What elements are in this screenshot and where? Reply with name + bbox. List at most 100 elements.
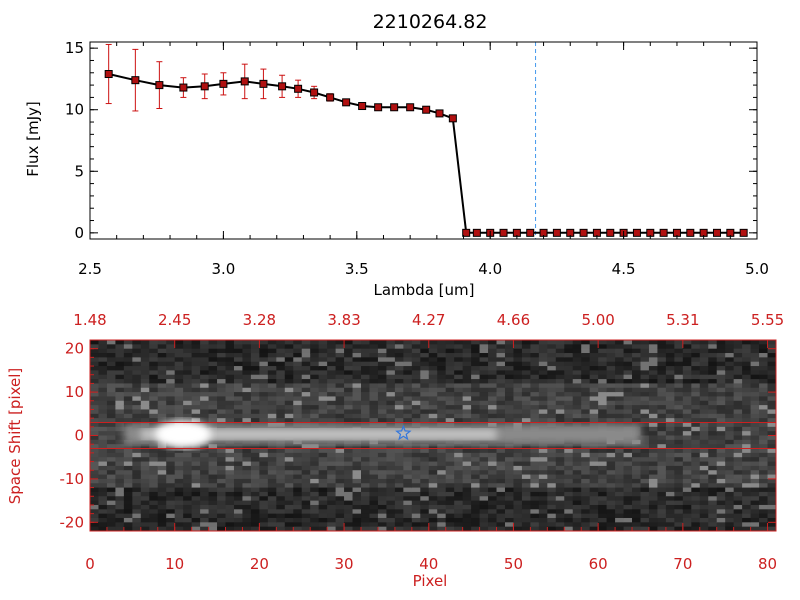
image-pixel bbox=[115, 496, 125, 502]
image-pixel bbox=[708, 500, 718, 506]
image-pixel bbox=[420, 418, 430, 424]
image-pixel bbox=[344, 353, 354, 358]
image-pixel bbox=[191, 374, 201, 380]
image-pixel bbox=[386, 457, 396, 463]
image-pixel bbox=[174, 387, 184, 393]
image-pixel bbox=[504, 465, 515, 471]
image-pixel bbox=[454, 370, 464, 376]
image-pixel bbox=[318, 509, 328, 515]
image-pixel bbox=[115, 483, 125, 489]
image-pixel bbox=[149, 517, 159, 523]
image-pixel bbox=[657, 452, 667, 458]
image-pixel bbox=[335, 448, 345, 454]
image-pixel bbox=[648, 409, 659, 415]
image-pixel bbox=[276, 517, 286, 523]
image-pixel bbox=[242, 357, 252, 363]
image-pixel bbox=[123, 374, 133, 380]
image-pixel bbox=[420, 448, 430, 454]
image-pixel bbox=[572, 509, 582, 515]
image-pixel bbox=[369, 448, 379, 454]
image-pixel bbox=[327, 474, 337, 480]
image-pixel bbox=[454, 513, 464, 519]
image-pixel bbox=[149, 526, 159, 531]
image-pixel bbox=[504, 400, 515, 406]
image-pixel bbox=[267, 396, 277, 402]
image-pixel bbox=[352, 344, 362, 350]
image-pixel bbox=[259, 513, 269, 519]
image-pixel bbox=[691, 353, 701, 358]
image-pixel bbox=[674, 509, 684, 515]
image-pixel bbox=[310, 413, 320, 419]
image-pixel bbox=[166, 461, 176, 467]
image-pixel bbox=[327, 483, 337, 489]
image-pixel bbox=[581, 361, 591, 367]
image-pixel bbox=[98, 431, 108, 437]
image-pixel bbox=[648, 478, 659, 484]
image-pixel bbox=[564, 400, 574, 406]
image-pixel bbox=[691, 452, 701, 458]
image-pixel bbox=[386, 470, 396, 476]
image-pixel bbox=[640, 357, 650, 363]
image-pixel bbox=[174, 465, 184, 471]
image-pixel bbox=[581, 383, 591, 389]
image-pixel bbox=[716, 422, 726, 428]
image-pixel bbox=[716, 426, 726, 432]
flux-series-line bbox=[108, 73, 744, 234]
image-pixel bbox=[632, 396, 642, 402]
image-pixel bbox=[132, 383, 142, 389]
image-pixel bbox=[445, 409, 455, 415]
image-pixel bbox=[598, 405, 608, 411]
image-pixel bbox=[530, 500, 540, 506]
image-pixel bbox=[132, 366, 142, 371]
image-pixel bbox=[318, 405, 328, 411]
image-pixel bbox=[462, 461, 472, 467]
image-pixel bbox=[648, 370, 659, 376]
image-pixel bbox=[674, 452, 684, 458]
image-pixel bbox=[369, 522, 379, 528]
image-pixel bbox=[504, 517, 515, 523]
image-pixel bbox=[369, 509, 379, 515]
image-pixel bbox=[394, 374, 404, 380]
image-pixel bbox=[632, 500, 642, 506]
image-pixel bbox=[386, 461, 396, 467]
image-pixel bbox=[682, 483, 692, 489]
image-pixel bbox=[445, 444, 455, 450]
image-pixel bbox=[471, 517, 481, 523]
image-pixel bbox=[682, 405, 692, 411]
image-pixel bbox=[386, 517, 396, 523]
image-pixel bbox=[344, 396, 354, 402]
image-pixel bbox=[242, 496, 252, 502]
image-pixel bbox=[344, 470, 354, 476]
image-pixel bbox=[90, 361, 100, 367]
image-pixel bbox=[140, 396, 150, 402]
image-pixel bbox=[657, 374, 667, 380]
image-pixel bbox=[90, 405, 100, 411]
image-pixel bbox=[327, 387, 337, 393]
image-pixel bbox=[598, 357, 608, 363]
image-pixel bbox=[606, 504, 616, 510]
image-pixel bbox=[140, 461, 150, 467]
image-pixel bbox=[445, 357, 455, 363]
image-pixel bbox=[394, 379, 404, 385]
image-pixel bbox=[555, 513, 565, 519]
image-pixel bbox=[564, 465, 574, 471]
image-pixel bbox=[437, 405, 447, 411]
image-pixel bbox=[716, 431, 726, 437]
image-pixel bbox=[454, 361, 464, 367]
image-pixel bbox=[403, 500, 413, 506]
image-pixel bbox=[327, 478, 337, 484]
image-pixel bbox=[606, 526, 616, 531]
image-pixel bbox=[149, 448, 159, 454]
image-pixel bbox=[547, 500, 557, 506]
image-pixel bbox=[411, 370, 421, 376]
image-pixel bbox=[555, 452, 565, 458]
image-pixel bbox=[623, 483, 633, 489]
image-pixel bbox=[191, 491, 201, 497]
image-pixel bbox=[454, 500, 464, 506]
image-pixel bbox=[471, 374, 481, 380]
image-pixel bbox=[665, 405, 675, 411]
image-pixel bbox=[555, 348, 565, 354]
image-pixel bbox=[98, 439, 108, 445]
image-pixel bbox=[513, 409, 523, 415]
image-pixel bbox=[445, 400, 455, 406]
